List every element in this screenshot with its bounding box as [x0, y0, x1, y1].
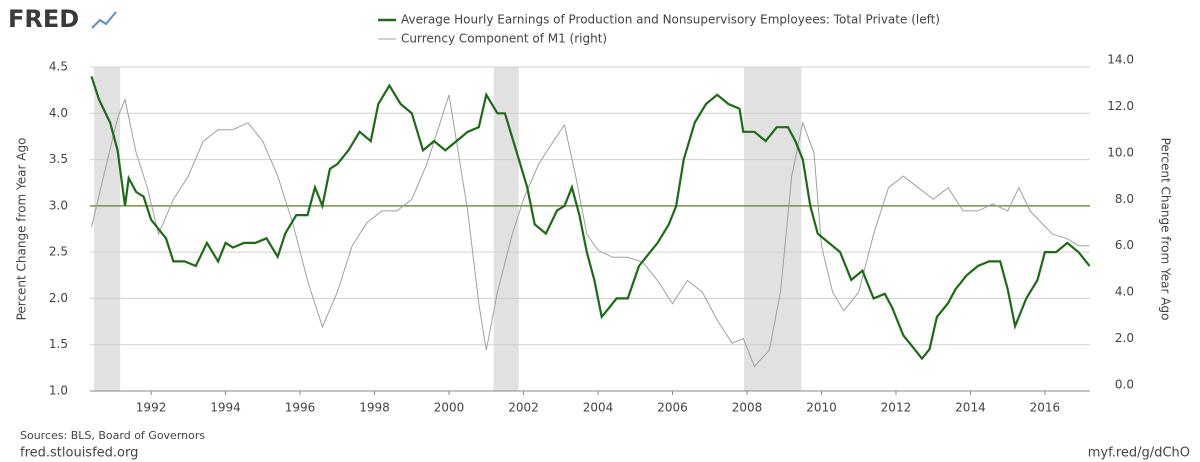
x-tick-label: 2012	[881, 401, 912, 415]
recession-shade	[94, 67, 121, 391]
site: fred.stlouisfed.org	[20, 446, 138, 461]
y2-tick-label: 12.0	[1107, 99, 1134, 113]
logo: FRED	[8, 5, 79, 33]
y2-tick-label: 2.0	[1115, 331, 1134, 345]
y-tick-label: 2.5	[49, 245, 68, 259]
y-tick-label: 3.5	[49, 152, 68, 166]
y-axis-label: Percent Change from Year Ago	[15, 138, 29, 321]
y2-tick-label: 4.0	[1115, 285, 1134, 299]
y-tick-label: 4.5	[49, 60, 68, 74]
y2-axis-label: Percent Change from Year Ago	[1159, 138, 1173, 321]
x-tick-label: 1996	[285, 401, 316, 415]
y2-tick-label: 0.0	[1115, 377, 1134, 391]
series-line	[91, 94, 1090, 368]
link: myf.red/g/dChO	[1088, 446, 1190, 461]
x-tick-label: 1998	[359, 401, 390, 415]
legend-label: Average Hourly Earnings of Production an…	[401, 13, 940, 27]
x-tick-label: 2002	[508, 401, 539, 415]
logo-icon	[91, 11, 117, 29]
y-tick-label: 1.0	[49, 384, 68, 398]
recession-shade	[744, 67, 802, 391]
x-tick-label: 1992	[136, 401, 167, 415]
x-tick-label: 2010	[806, 401, 837, 415]
x-tick-label: 2006	[657, 401, 688, 415]
y2-tick-label: 14.0	[1107, 53, 1134, 67]
sources: Sources: BLS, Board of Governors	[20, 429, 205, 442]
y-tick-label: 2.0	[49, 291, 68, 305]
y-tick-label: 4.0	[49, 106, 68, 120]
legend-label: Currency Component of M1 (right)	[401, 32, 607, 46]
x-tick-label: 2016	[1030, 401, 1061, 415]
x-tick-label: 1994	[210, 401, 241, 415]
x-tick-label: 2004	[583, 401, 614, 415]
y-tick-label: 1.5	[49, 337, 68, 351]
series-line	[90, 75, 1091, 361]
y2-tick-label: 8.0	[1115, 192, 1134, 206]
legend: Average Hourly Earnings of Production an…	[378, 13, 940, 46]
x-tick-label: 2008	[732, 401, 763, 415]
x-tick-label: 2000	[434, 401, 465, 415]
y2-tick-label: 6.0	[1115, 238, 1134, 252]
y2-tick-label: 10.0	[1107, 145, 1134, 159]
x-tick-label: 2014	[955, 401, 986, 415]
y-tick-label: 3.0	[49, 198, 68, 212]
